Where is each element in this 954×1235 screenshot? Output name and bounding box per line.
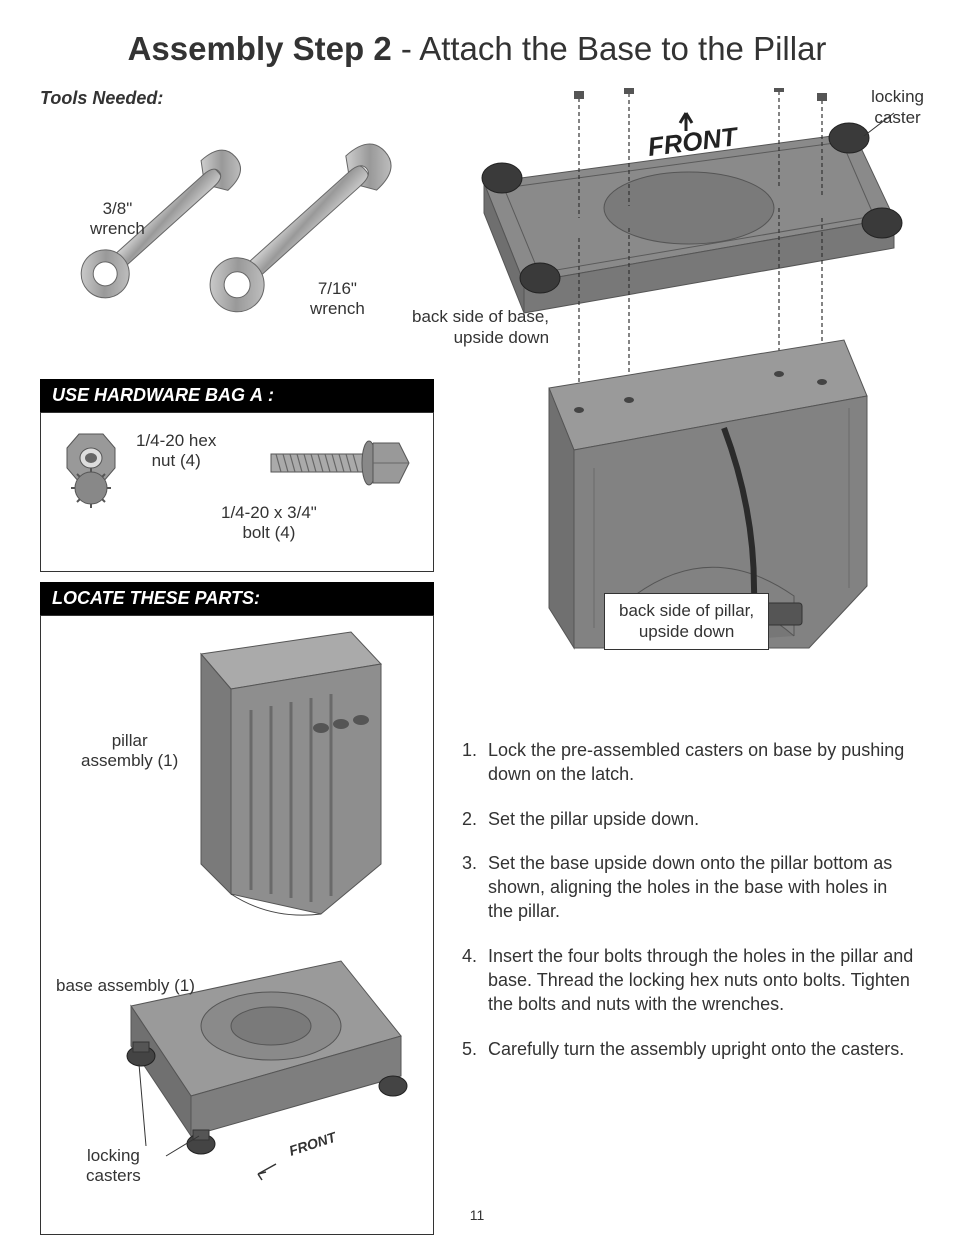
- assembly-diagram: FRONT: [454, 88, 914, 708]
- wrench-7-16-icon: [170, 104, 420, 364]
- base-back-label: back side of base, upside down: [412, 306, 549, 349]
- wrench-7-16-label: 7/16" wrench: [310, 279, 365, 320]
- step-1: Lock the pre-assembled casters on base b…: [482, 738, 914, 787]
- page-number: 11: [0, 1207, 954, 1223]
- bolt-label: 1/4-20 x 3/4" bolt (4): [221, 503, 317, 544]
- pillar-back-callout: back side of pillar, upside down: [604, 593, 769, 650]
- title-bold: Assembly Step 2: [128, 30, 392, 67]
- locking-caster-callout: locking caster: [871, 86, 924, 129]
- base-assembly-label: base assembly (1): [56, 976, 195, 996]
- tools-box: 3/8" wrench 7/16" wrench: [40, 119, 434, 369]
- parts-box: pillar assembly (1): [40, 615, 434, 1235]
- bolt-icon: [261, 428, 411, 498]
- left-column: Tools Needed: 3/8": [40, 88, 434, 1235]
- right-column: FRONT: [454, 88, 914, 1235]
- step-4: Insert the four bolts through the holes …: [482, 944, 914, 1017]
- wrench-3-8-label: 3/8" wrench: [90, 199, 145, 240]
- locate-parts-header: LOCATE THESE PARTS:: [40, 582, 434, 615]
- hex-nut-label: 1/4-20 hex nut (4): [136, 431, 216, 472]
- pillar-assembly-label: pillar assembly (1): [81, 731, 178, 772]
- locking-casters-label: locking casters: [86, 1146, 141, 1187]
- hex-nut-icon: [51, 423, 131, 513]
- step-2: Set the pillar upside down.: [482, 807, 914, 831]
- title-rest: - Attach the Base to the Pillar: [392, 30, 827, 67]
- page-title: Assembly Step 2 - Attach the Base to the…: [40, 30, 914, 68]
- instruction-steps: Lock the pre-assembled casters on base b…: [454, 738, 914, 1061]
- pillar-assembly-icon: [171, 624, 401, 924]
- content-columns: Tools Needed: 3/8": [40, 88, 914, 1235]
- step-5: Carefully turn the assembly upright onto…: [482, 1037, 914, 1061]
- hardware-box: 1/4-20 hex nut (4): [40, 412, 434, 572]
- front-label-small: FRONT: [287, 1128, 339, 1159]
- hardware-bag-header: USE HARDWARE BAG A :: [40, 379, 434, 412]
- step-3: Set the base upside down onto the pillar…: [482, 851, 914, 924]
